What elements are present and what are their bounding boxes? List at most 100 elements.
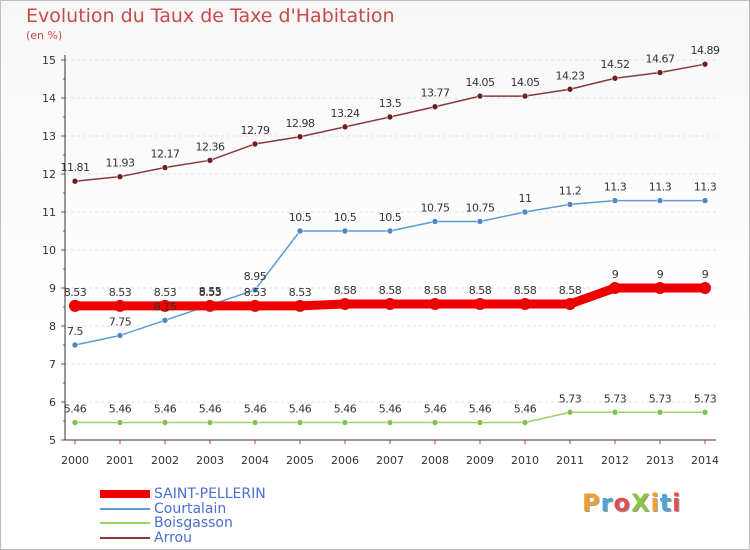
- data-point: [251, 419, 259, 426]
- chart-subtitle: (en %): [26, 29, 63, 42]
- data-point: [701, 60, 709, 68]
- data-point: [296, 227, 304, 235]
- data-point: [386, 227, 394, 235]
- data-point: [701, 408, 709, 416]
- data-point: [71, 341, 79, 349]
- data-label: 7.75: [109, 316, 132, 329]
- y-tick-label: 11: [42, 206, 56, 219]
- data-point: [611, 408, 619, 416]
- data-label: 13.5: [379, 97, 402, 110]
- y-tick-label: 7: [49, 358, 56, 371]
- data-point: [521, 208, 529, 216]
- data-point: [566, 408, 574, 416]
- data-label: 5.73: [604, 392, 627, 405]
- data-label: 8.53: [154, 286, 177, 299]
- data-label: 8.58: [514, 284, 537, 297]
- data-point: [476, 218, 484, 225]
- data-label: 14.89: [691, 44, 720, 57]
- data-point: [566, 201, 574, 208]
- y-tick-label: 9: [49, 282, 56, 295]
- data-point: [431, 218, 439, 225]
- x-tick-label: 2007: [376, 454, 404, 467]
- data-label: 11.2: [559, 184, 582, 197]
- data-point: [249, 299, 261, 312]
- data-point: [294, 299, 306, 312]
- data-label: 8.55: [199, 285, 222, 298]
- data-label: 5.46: [469, 403, 492, 416]
- data-label: 11.81: [61, 161, 90, 174]
- data-point: [204, 299, 216, 312]
- data-point: [701, 197, 709, 204]
- data-label: 5.46: [334, 403, 357, 416]
- data-point: [341, 419, 349, 426]
- data-point: [521, 419, 529, 426]
- data-point: [566, 85, 574, 93]
- data-point: [206, 419, 214, 426]
- legend-item-arrou: Arrou: [100, 530, 192, 546]
- data-point: [386, 113, 394, 121]
- x-tick-label: 2012: [601, 454, 629, 467]
- data-point: [116, 332, 124, 339]
- x-tick-label: 2006: [331, 454, 359, 467]
- data-point: [476, 92, 484, 100]
- x-tick-label: 2000: [61, 454, 89, 467]
- data-label: 9: [612, 268, 619, 281]
- data-point: [339, 297, 351, 310]
- data-label: 11.93: [106, 157, 135, 170]
- y-tick-label: 10: [42, 244, 56, 257]
- data-point: [71, 177, 79, 185]
- data-point: [564, 297, 576, 310]
- data-point: [206, 157, 214, 164]
- legend-swatch: [100, 508, 150, 510]
- legend-item-saint-pellerin: SAINT-PELLERIN: [100, 486, 266, 502]
- data-point: [476, 419, 484, 426]
- data-point: [161, 419, 169, 426]
- data-point: [654, 282, 666, 294]
- data-point: [251, 286, 259, 294]
- data-label: 10.75: [466, 202, 495, 215]
- legend-item-courtalain: Courtalain: [100, 501, 226, 517]
- x-tick-label: 2008: [421, 454, 449, 467]
- data-point: [161, 164, 169, 171]
- x-tick-label: 2011: [556, 454, 584, 467]
- data-point: [699, 282, 711, 294]
- data-label: 5.46: [289, 403, 312, 416]
- data-label: 8.95: [244, 270, 267, 283]
- legend-label: Courtalain: [154, 501, 227, 517]
- data-label: 8.58: [334, 284, 357, 297]
- x-tick-label: 2014: [691, 454, 719, 467]
- data-point: [431, 419, 439, 426]
- data-point: [69, 299, 81, 312]
- data-label: 11: [519, 192, 532, 205]
- data-label: 8.53: [289, 286, 312, 299]
- data-label: 11.3: [694, 181, 717, 194]
- x-tick-label: 2013: [646, 454, 674, 467]
- x-tick-label: 2003: [196, 454, 224, 467]
- data-point: [71, 419, 79, 426]
- y-tick-label: 13: [42, 130, 56, 143]
- data-label: 5.73: [559, 392, 582, 405]
- data-label: 5.46: [424, 403, 447, 416]
- legend-swatch: [100, 522, 150, 524]
- data-label: 14.05: [466, 76, 495, 89]
- data-label: 8.53: [199, 286, 222, 299]
- legend-swatch: [100, 490, 150, 498]
- data-label: 10.75: [421, 202, 450, 215]
- data-label: 5.73: [649, 392, 672, 405]
- series-line-arrou: [74, 63, 706, 182]
- data-label: 8.53: [109, 286, 132, 299]
- x-tick-label: 2010: [511, 454, 539, 467]
- data-point: [386, 419, 394, 426]
- data-label: 8.58: [379, 284, 402, 297]
- data-point: [656, 408, 664, 416]
- data-label: 8.53: [244, 286, 267, 299]
- data-label: 10.5: [289, 211, 312, 224]
- data-label: 8.58: [559, 284, 582, 297]
- data-label: 9: [657, 268, 664, 281]
- data-point: [116, 173, 124, 180]
- data-point: [429, 297, 441, 310]
- data-point: [161, 316, 169, 324]
- y-tick-label: 5: [49, 434, 56, 447]
- legend-label: Boisgasson: [154, 515, 233, 531]
